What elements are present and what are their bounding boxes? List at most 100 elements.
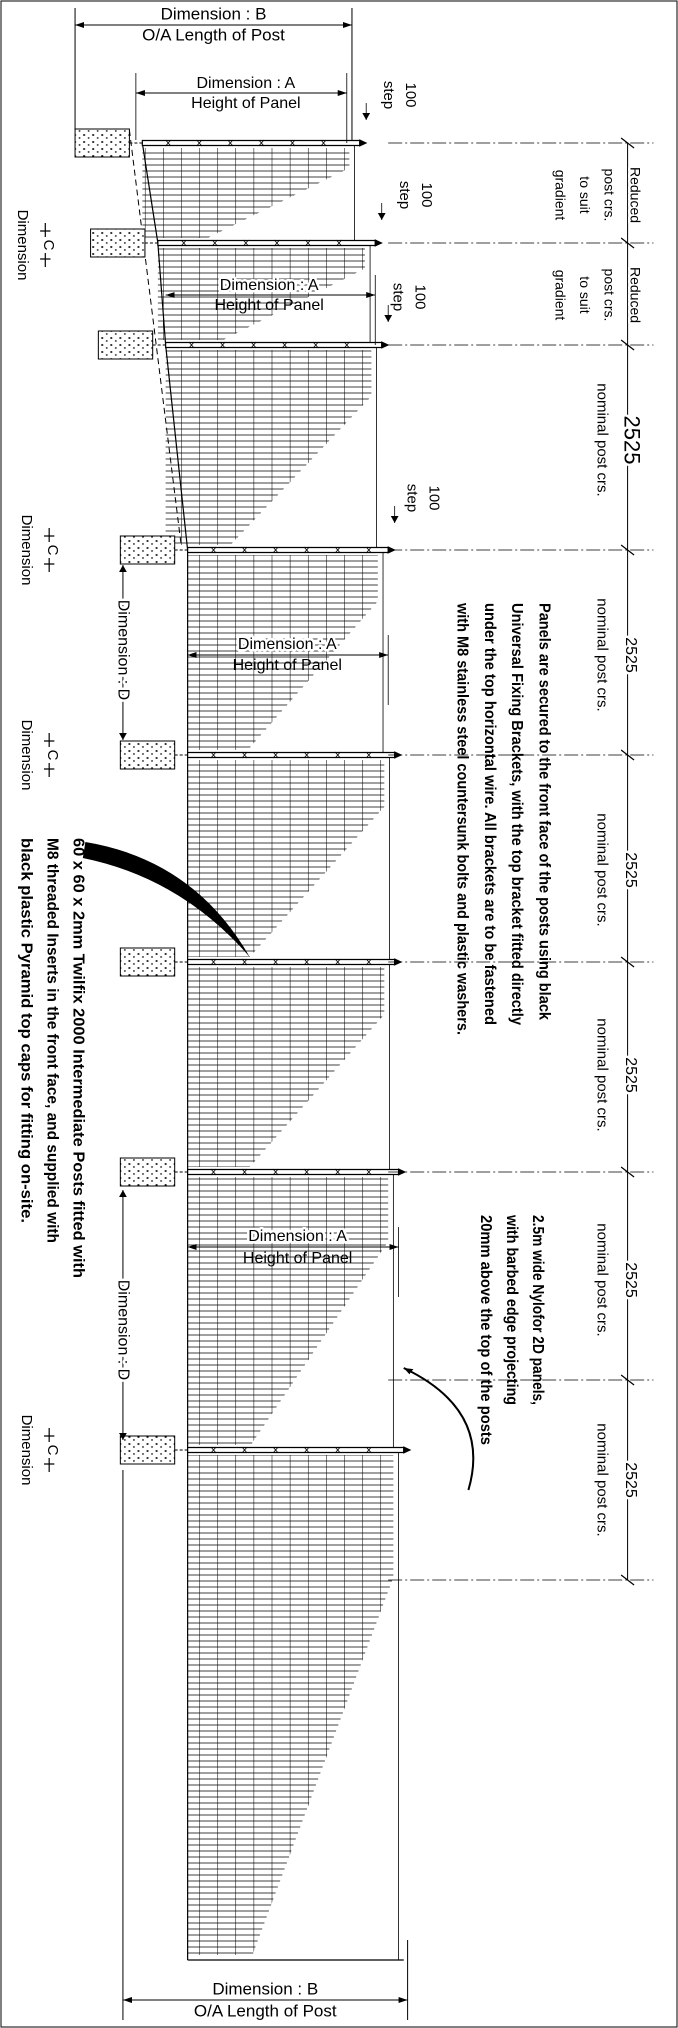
dimension-tick [621, 340, 634, 350]
post [188, 548, 389, 553]
bracket [211, 547, 216, 553]
bracket [259, 140, 264, 146]
post-centres-label: nominal post crs. [594, 598, 611, 711]
post-cap [404, 1447, 410, 1453]
post-cap [360, 140, 366, 146]
c-dim-marker [44, 1428, 54, 1472]
post-centres-value: 2525 [622, 1262, 639, 1298]
bracket [313, 342, 318, 348]
bracket [274, 240, 279, 246]
note-panels: 20mm above the top of the posts [477, 1215, 494, 1445]
bracket [366, 959, 371, 965]
step-value: 100 [426, 485, 443, 510]
dim-b-name: Dimension : B [212, 1979, 318, 1998]
dim-b-name: Dimension : B [161, 4, 267, 23]
c-dim-letter: C [44, 750, 61, 761]
bracket [211, 752, 216, 758]
mesh-panel [187, 1455, 394, 1955]
bracket [366, 547, 371, 553]
footing [120, 1436, 174, 1464]
bracket [282, 342, 287, 348]
post-cap [382, 342, 388, 348]
dim-d-label: Dimension : D [115, 1280, 132, 1380]
bracket [242, 752, 247, 758]
footing [75, 129, 129, 157]
leader-posts [82, 842, 250, 957]
bracket [273, 959, 278, 965]
bracket [242, 1169, 247, 1175]
note-panels: with barbed edge projecting [503, 1214, 520, 1405]
c-dim-marker [44, 733, 54, 777]
dimension-tick [621, 957, 634, 967]
dim-a-caption: Height of Panel [243, 1250, 352, 1267]
footing [120, 948, 174, 976]
step-label: step [389, 283, 406, 311]
bracket [228, 140, 233, 146]
bracket [242, 1447, 247, 1453]
c-dim-marker [44, 528, 54, 572]
mesh-panel [187, 760, 385, 957]
dim-a-name: Dimension : A [220, 277, 319, 294]
note-panel-fixing: with M8 stainless steel countersunk bolt… [454, 602, 471, 1035]
c-dim-label: Dimension [14, 210, 31, 281]
bracket [335, 547, 340, 553]
bracket [242, 959, 247, 965]
note-posts: M8 threaded Inserts in the front face, a… [44, 838, 61, 1243]
bracket [220, 342, 225, 348]
c-dim-letter: C [40, 240, 57, 251]
bracket [242, 547, 247, 553]
bracket [321, 140, 326, 146]
bracket [181, 240, 186, 246]
bracket [251, 342, 256, 348]
dim-d-label: Dimension : D [115, 600, 132, 700]
post-cap [375, 240, 381, 246]
bracket [335, 1169, 340, 1175]
dimension-tick [621, 1167, 634, 1177]
post-centres-label: nominal post crs. [594, 1018, 611, 1131]
footing [120, 741, 174, 769]
dim-b-caption: O/A Length of Post [142, 25, 285, 44]
dim-a-caption: Height of Panel [214, 297, 323, 314]
bracket [243, 240, 248, 246]
dimension-tick [621, 238, 634, 248]
post [158, 241, 375, 246]
step-value: 100 [418, 182, 435, 207]
bracket [211, 1169, 216, 1175]
bracket [304, 547, 309, 553]
bracket [304, 959, 309, 965]
bracket [189, 342, 194, 348]
bracket [211, 1447, 216, 1453]
bracket [336, 240, 341, 246]
dimension-tick [621, 1375, 634, 1385]
post-centres-value: 2525 [619, 416, 644, 465]
gradient-label: post crs. [601, 269, 617, 322]
post [188, 1448, 404, 1453]
post-centres-value: 2525 [622, 1057, 639, 1093]
bracket [273, 1447, 278, 1453]
mesh-panel [187, 967, 385, 1167]
bracket [304, 1447, 309, 1453]
dim-a-caption: Height of Panel [233, 657, 342, 674]
dim-a-name: Dimension : A [248, 1228, 347, 1245]
dim-a-name: Dimension : A [197, 75, 296, 92]
note-posts: 60 x 60 x 2mm Twilfix 2000 Intermediate … [69, 838, 86, 1278]
post [142, 141, 359, 146]
step-label: step [396, 181, 413, 209]
bracket [366, 1447, 371, 1453]
dimension-tick [621, 138, 634, 148]
dim-a-name: Dimension : A [238, 636, 337, 653]
bracket [304, 1169, 309, 1175]
c-dim-label: Dimension [18, 515, 35, 586]
dimension-tick [621, 1575, 634, 1585]
mesh-panel [142, 148, 350, 238]
gradient-label: to suit [577, 176, 593, 213]
bracket [273, 1169, 278, 1175]
bracket [212, 240, 217, 246]
mesh-panel [187, 1177, 389, 1445]
dim-a-caption: Height of Panel [191, 95, 300, 112]
c-dim-label: Dimension [18, 1415, 35, 1486]
note-posts: black plastic Pyramid top caps for fitti… [18, 838, 35, 1223]
bracket [344, 342, 349, 348]
